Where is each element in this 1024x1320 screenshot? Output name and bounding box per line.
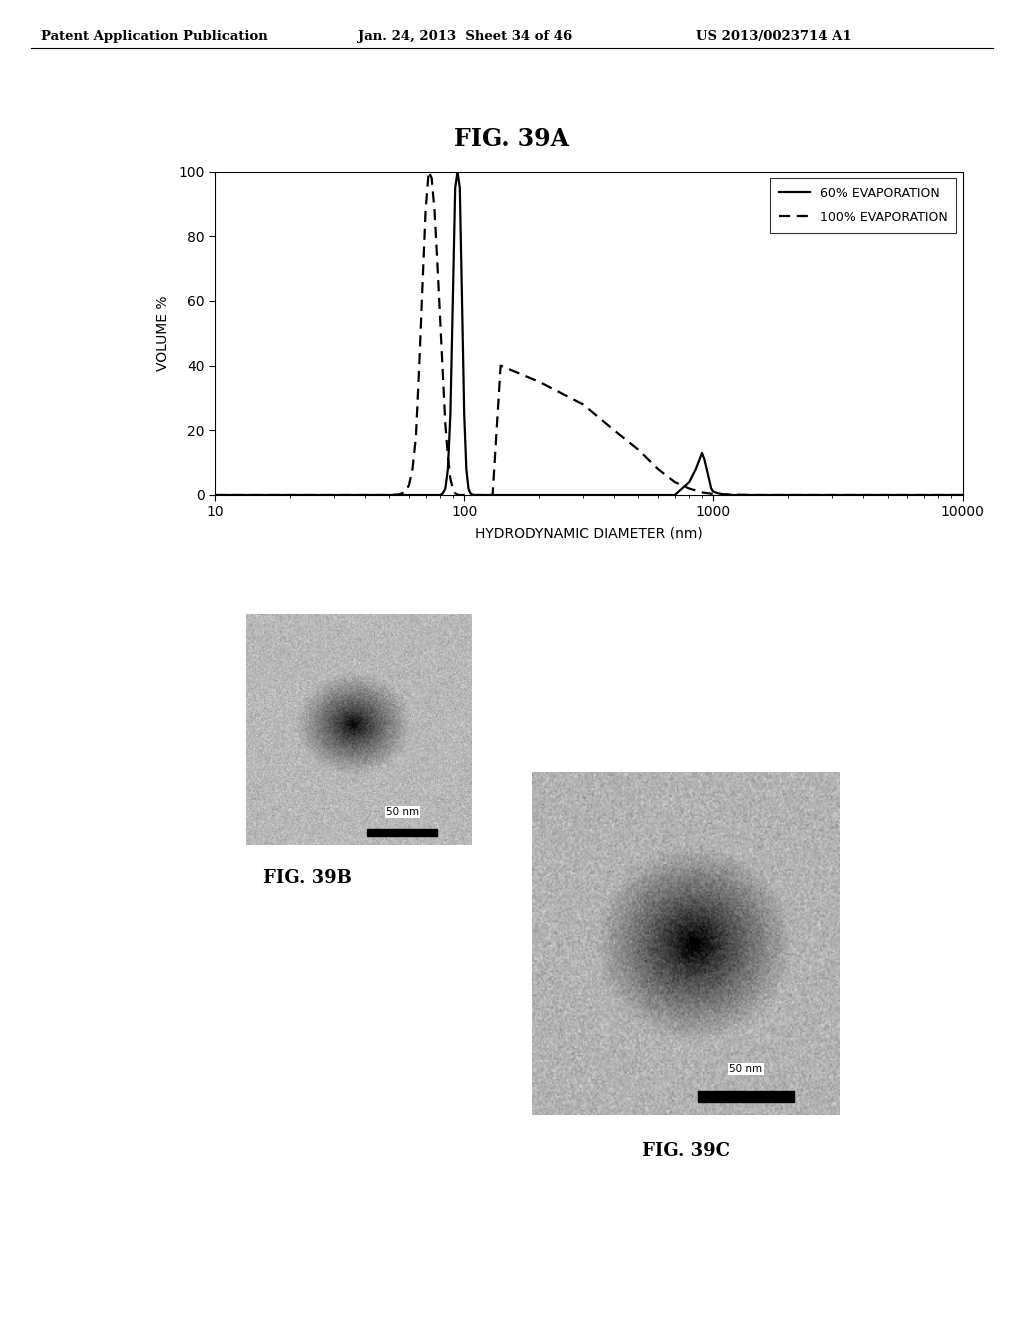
Text: Jan. 24, 2013  Sheet 34 of 46: Jan. 24, 2013 Sheet 34 of 46 <box>358 30 572 44</box>
Text: 50 nm: 50 nm <box>386 807 419 817</box>
Text: FIG. 39B: FIG. 39B <box>263 869 351 887</box>
Text: US 2013/0023714 A1: US 2013/0023714 A1 <box>696 30 852 44</box>
Text: FIG. 39A: FIG. 39A <box>455 127 569 150</box>
Bar <box>368 829 437 836</box>
X-axis label: HYDRODYNAMIC DIAMETER (nm): HYDRODYNAMIC DIAMETER (nm) <box>475 527 702 540</box>
Y-axis label: VOLUME %: VOLUME % <box>156 296 170 371</box>
Bar <box>698 1092 794 1102</box>
Text: 50 nm: 50 nm <box>729 1064 763 1074</box>
Legend: 60% EVAPORATION, 100% EVAPORATION: 60% EVAPORATION, 100% EVAPORATION <box>770 178 956 232</box>
Text: Patent Application Publication: Patent Application Publication <box>41 30 267 44</box>
Text: FIG. 39C: FIG. 39C <box>642 1142 730 1160</box>
